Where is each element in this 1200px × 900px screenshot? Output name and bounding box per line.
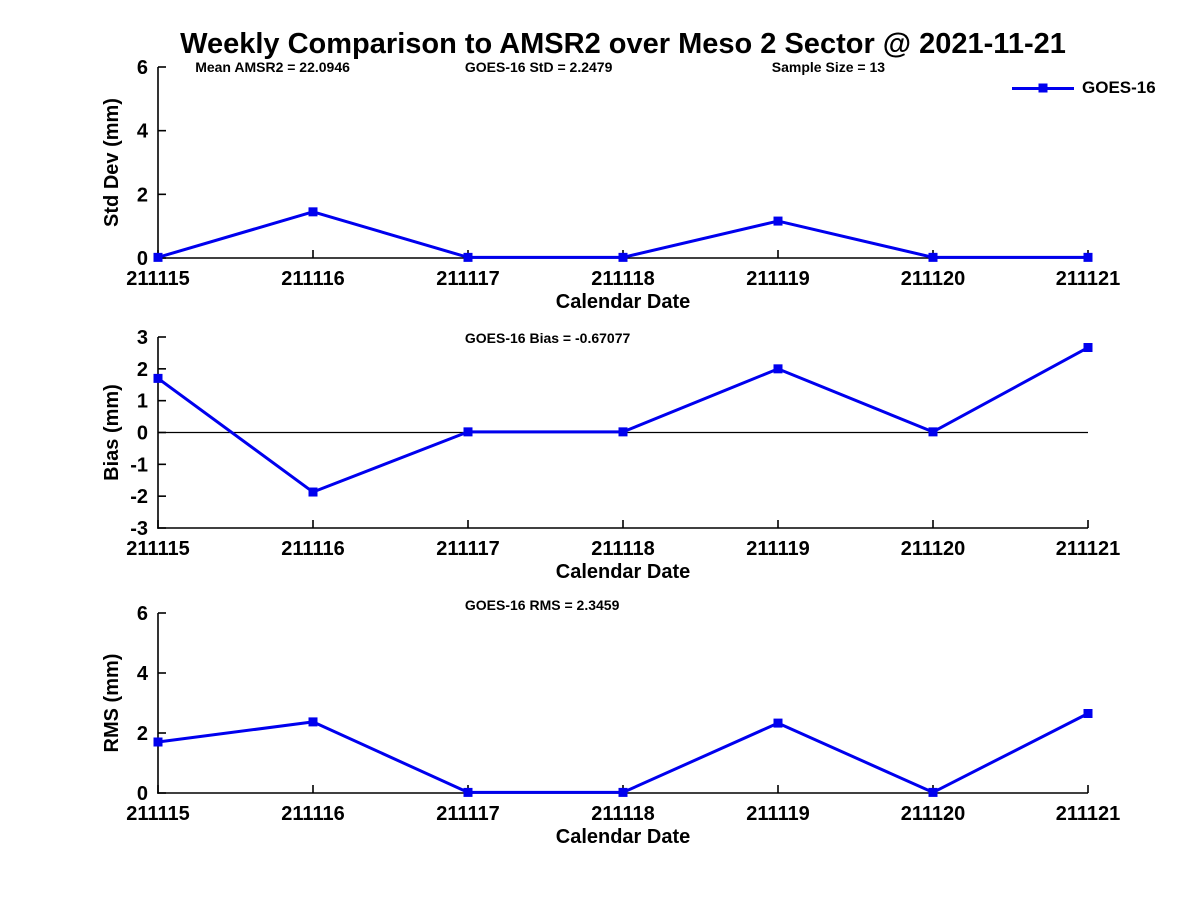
svg-text:211117: 211117 <box>436 268 499 290</box>
svg-text:211115: 211115 <box>126 268 189 290</box>
svg-text:211120: 211120 <box>901 268 966 290</box>
svg-text:Sample Size = 13: Sample Size = 13 <box>772 59 885 75</box>
svg-text:Calendar Date: Calendar Date <box>556 291 691 313</box>
svg-text:RMS (mm): RMS (mm) <box>101 654 123 753</box>
svg-text:211120: 211120 <box>901 803 966 825</box>
svg-text:211119: 211119 <box>746 268 809 290</box>
svg-text:0: 0 <box>137 423 148 445</box>
svg-text:Calendar Date: Calendar Date <box>556 826 691 848</box>
svg-text:0: 0 <box>137 248 148 270</box>
svg-text:Mean AMSR2 = 22.0946: Mean AMSR2 = 22.0946 <box>195 59 350 75</box>
svg-text:211115: 211115 <box>126 803 189 825</box>
svg-text:211121: 211121 <box>1056 803 1121 825</box>
svg-text:211118: 211118 <box>591 538 654 560</box>
svg-text:4: 4 <box>137 663 149 685</box>
subplot-1: -3 -2 -1 0 1 2 3 211115 211116 211117 211118 211119… <box>101 327 1120 583</box>
svg-text:1: 1 <box>137 391 148 413</box>
svg-text:211117: 211117 <box>436 538 499 560</box>
subplot-2: 0 2 4 6 211115 211116 211117 211118 211119 211120… <box>101 597 1120 848</box>
subplot-0: 0 2 4 6 211115 211116 211117 211118 211119 211120… <box>101 57 1120 313</box>
chart-title: Weekly Comparison to AMSR2 over Meso 2 S… <box>180 28 1066 60</box>
svg-text:6: 6 <box>137 603 148 625</box>
svg-text:2: 2 <box>137 359 148 381</box>
svg-text:211119: 211119 <box>746 538 809 560</box>
svg-text:211119: 211119 <box>746 803 809 825</box>
svg-text:211118: 211118 <box>591 268 654 290</box>
svg-text:GOES-16 Bias = -0.67077: GOES-16 Bias = -0.67077 <box>465 330 631 346</box>
svg-text:0: 0 <box>137 783 148 805</box>
svg-text:211118: 211118 <box>591 803 654 825</box>
svg-text:211121: 211121 <box>1056 538 1121 560</box>
svg-text:211120: 211120 <box>901 538 966 560</box>
legend-line-icon <box>1012 83 1074 93</box>
svg-text:GOES-16 StD = 2.2479: GOES-16 StD = 2.2479 <box>465 59 613 75</box>
svg-text:-3: -3 <box>130 518 148 540</box>
svg-text:211117: 211117 <box>436 803 499 825</box>
svg-text:211116: 211116 <box>281 803 344 825</box>
legend: GOES-16 <box>1012 78 1156 97</box>
svg-text:2: 2 <box>137 184 148 206</box>
svg-text:GOES-16 RMS = 2.3459: GOES-16 RMS = 2.3459 <box>465 597 620 613</box>
svg-text:211115: 211115 <box>126 538 189 560</box>
svg-text:2: 2 <box>137 723 148 745</box>
svg-text:211116: 211116 <box>281 538 344 560</box>
svg-text:6: 6 <box>137 57 148 79</box>
svg-text:4: 4 <box>137 121 149 143</box>
svg-text:3: 3 <box>137 327 148 349</box>
svg-text:-2: -2 <box>130 486 148 508</box>
svg-text:211121: 211121 <box>1056 268 1121 290</box>
legend-marker-icon <box>1038 83 1048 93</box>
legend-label: GOES-16 <box>1082 78 1156 97</box>
svg-text:211116: 211116 <box>281 268 344 290</box>
svg-text:Std Dev (mm): Std Dev (mm) <box>101 98 123 227</box>
svg-text:Calendar Date: Calendar Date <box>556 561 691 583</box>
svg-text:-1: -1 <box>130 454 148 476</box>
svg-text:Bias (mm): Bias (mm) <box>101 384 123 481</box>
